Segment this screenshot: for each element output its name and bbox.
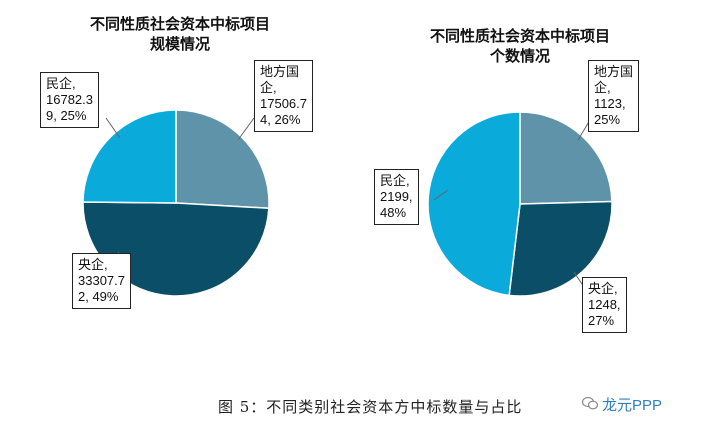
pie-slice-0-2 [82,109,177,204]
figure-caption: 图 5：不同类别社会资本方中标数量与占比 [218,398,523,416]
watermark: 龙元PPP [602,397,663,414]
leader-line-1 [105,117,121,139]
pie-count [427,111,613,297]
pie-slice-0-0 [175,109,270,210]
leader-line-0 [237,117,255,141]
chart-title-count: 不同性质社会资本中标项目 个数情况 [429,27,610,65]
callout-scale-local-soe: 地方国 企, 17506.7 4, 26% [254,60,313,132]
leader-line-4 [433,189,449,201]
callout-count-central-soe: 央企, 1248, 27% [582,277,627,333]
callout-count-local-soe: 地方国 企, 1123, 25% [588,60,640,132]
callout-scale-private: 民企, 16782.3 9, 25% [40,72,99,128]
pie-slice-1-2 [427,111,521,297]
callout-count-private: 民企, 2199, 48% [374,169,419,225]
chart-title-scale: 不同性质社会资本中标项目 规模情况 [89,15,270,53]
callout-scale-central-soe: 央企, 33307.7 2, 49% [72,253,131,309]
pie-slice-1-0 [519,111,613,205]
wechat-icon [582,396,598,410]
pie-slice-1-1 [508,200,613,297]
